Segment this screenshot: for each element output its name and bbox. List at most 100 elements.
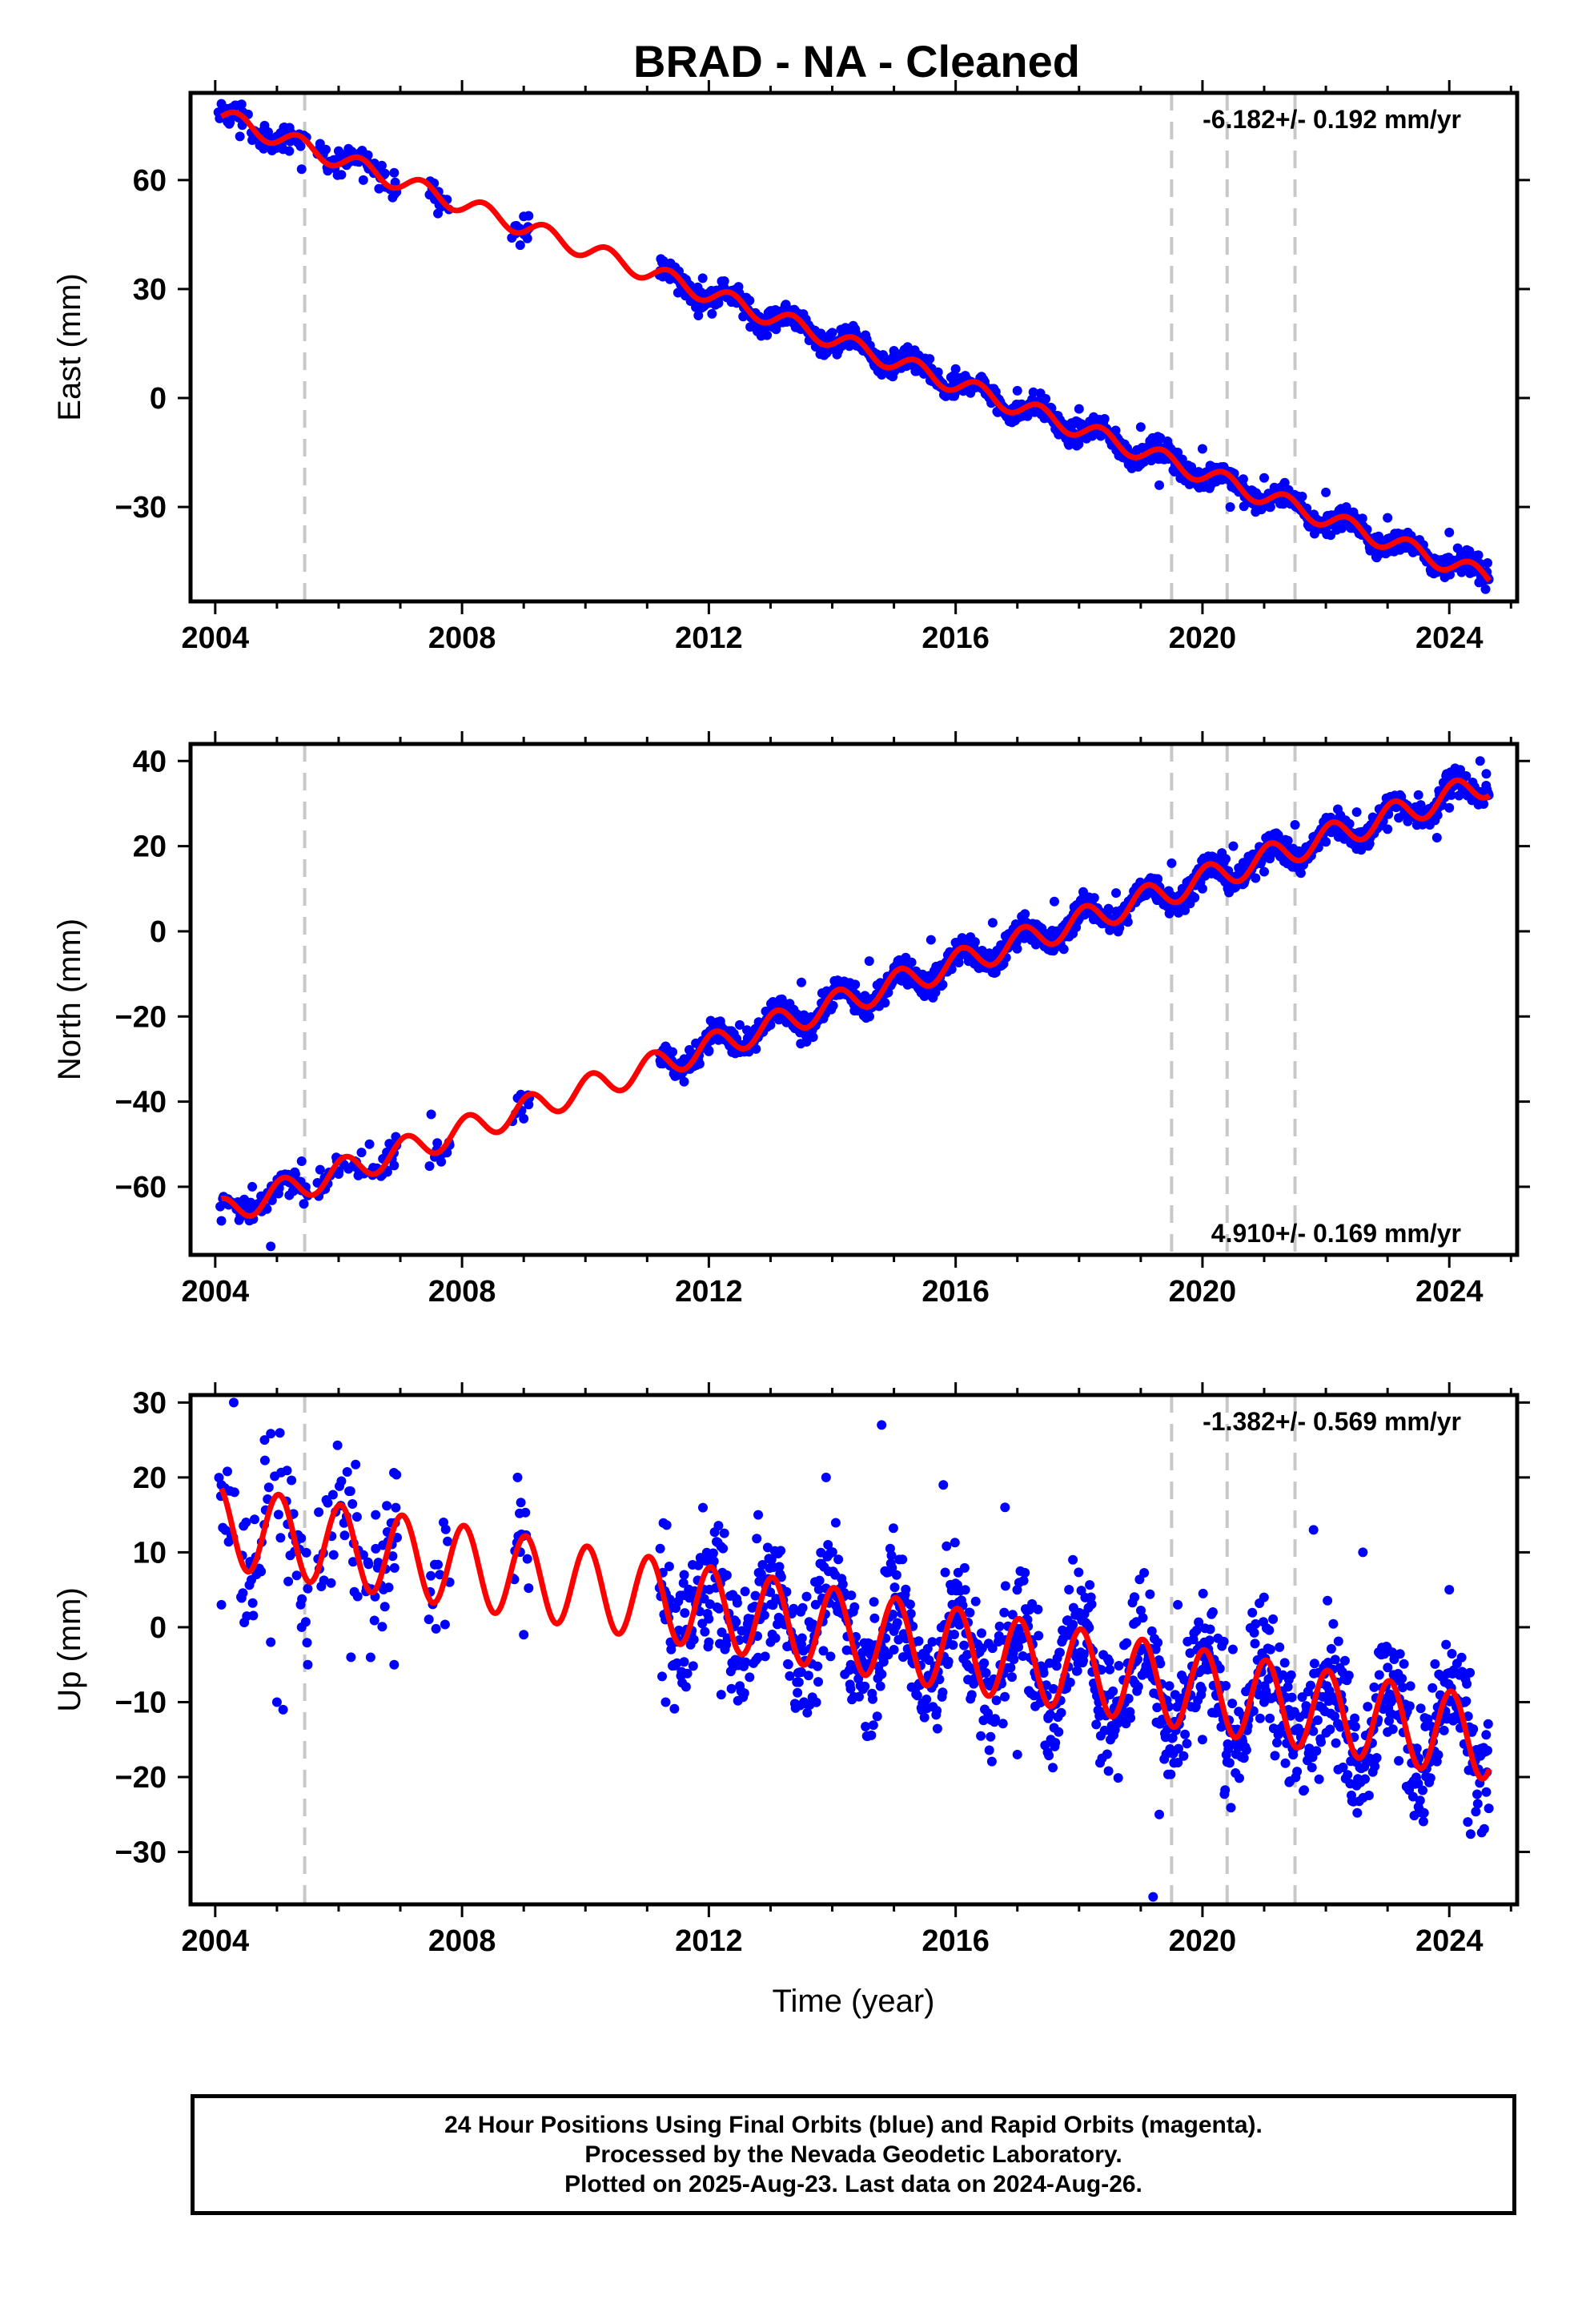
data-point <box>1328 1618 1339 1629</box>
data-point <box>1198 1588 1208 1598</box>
data-point <box>247 1181 258 1192</box>
data-point <box>813 1661 823 1671</box>
data-point <box>845 1659 856 1670</box>
data-point <box>811 1697 821 1707</box>
data-point <box>379 168 390 179</box>
data-point <box>998 1719 1008 1729</box>
data-point <box>1465 1667 1476 1678</box>
data-point <box>682 1668 693 1679</box>
data-point <box>431 1623 441 1634</box>
data-point <box>796 977 806 987</box>
data-point <box>426 1570 436 1581</box>
data-point <box>762 330 773 340</box>
data-point <box>282 1466 292 1476</box>
data-point <box>1352 1807 1363 1818</box>
data-point <box>869 1613 880 1623</box>
data-point <box>932 1723 942 1734</box>
data-point <box>731 1617 741 1627</box>
data-point <box>1130 1592 1140 1602</box>
data-point <box>759 1610 769 1620</box>
data-point <box>216 99 227 109</box>
data-points <box>214 1428 1494 1839</box>
data-point <box>1139 1568 1150 1578</box>
data-point <box>303 1583 313 1594</box>
data-point <box>228 1397 239 1408</box>
data-point <box>1250 1638 1260 1649</box>
data-point <box>1287 1692 1297 1703</box>
data-point <box>892 1618 902 1628</box>
data-point <box>688 1661 698 1671</box>
data-point <box>1280 1758 1291 1768</box>
data-point <box>704 1614 714 1624</box>
data-point <box>519 211 529 222</box>
data-point <box>655 1543 665 1554</box>
data-point <box>984 1745 994 1755</box>
data-point <box>1259 472 1270 483</box>
data-point <box>238 1588 248 1598</box>
data-point <box>1113 1773 1123 1783</box>
data-point <box>336 1476 347 1486</box>
data-point <box>1394 1755 1404 1766</box>
data-point <box>726 1683 737 1694</box>
data-point <box>1371 1753 1382 1763</box>
data-point <box>278 1704 288 1715</box>
data-point <box>1427 1683 1438 1693</box>
data-point <box>801 1591 812 1602</box>
data-point <box>247 1598 258 1608</box>
data-point <box>875 1681 885 1691</box>
x-tick-label: 2012 <box>675 1275 743 1309</box>
data-point <box>438 1518 448 1527</box>
data-point <box>296 1533 307 1543</box>
data-point <box>389 1659 400 1670</box>
data-point <box>296 1156 307 1167</box>
data-point <box>371 1510 381 1520</box>
data-point <box>1351 807 1362 818</box>
data-point <box>1173 448 1183 458</box>
data-point <box>813 1677 823 1687</box>
data-point <box>1307 1763 1317 1773</box>
data-point <box>266 1637 276 1647</box>
data-point <box>1138 1613 1148 1623</box>
data-point <box>793 1687 803 1698</box>
x-tick-label: 2004 <box>182 1924 250 1958</box>
data-point <box>1481 1730 1492 1740</box>
data-point <box>363 150 373 160</box>
data-point <box>1483 1745 1492 1755</box>
data-point <box>247 135 258 145</box>
data-point <box>950 1630 959 1639</box>
data-point <box>1484 1803 1494 1814</box>
data-point <box>1221 1681 1231 1691</box>
data-point <box>950 364 961 374</box>
x-tick-label: 2024 <box>1415 1275 1484 1309</box>
data-point <box>1145 1589 1155 1599</box>
data-point <box>1444 802 1455 813</box>
data-point <box>516 1498 526 1508</box>
data-point <box>906 957 917 967</box>
data-point <box>657 1671 667 1682</box>
data-point <box>1350 1713 1360 1723</box>
data-point <box>889 1645 899 1655</box>
data-point <box>522 233 532 243</box>
data-point <box>1308 1525 1319 1535</box>
data-point <box>1227 1644 1238 1655</box>
data-point <box>1323 1595 1333 1606</box>
data-point <box>1104 1656 1114 1667</box>
y-axis-label: North (mm) <box>52 919 87 1080</box>
page-title: BRAD - NA - Cleaned <box>633 36 1080 86</box>
data-point <box>872 1711 882 1722</box>
data-point <box>1415 1703 1426 1714</box>
data-point <box>382 1501 392 1511</box>
data-point <box>979 1658 990 1668</box>
x-tick-label: 2008 <box>428 1924 496 1958</box>
data-point <box>347 147 357 157</box>
data-point <box>1089 893 1099 903</box>
data-point <box>1360 1774 1370 1784</box>
x-tick-label: 2012 <box>675 621 743 655</box>
data-point <box>1292 1767 1303 1777</box>
data-point <box>283 1576 294 1586</box>
data-point <box>1473 550 1484 561</box>
data-point <box>1283 835 1293 846</box>
data-point <box>223 1466 232 1477</box>
data-point <box>1309 1659 1319 1669</box>
footer-line-2: Processed by the Nevada Geodetic Laborat… <box>584 2141 1122 2168</box>
